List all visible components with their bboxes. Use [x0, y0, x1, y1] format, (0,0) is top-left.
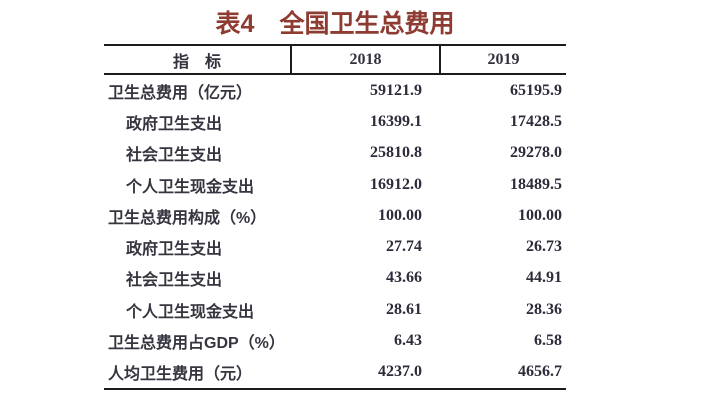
- value-2019: 65195.9: [510, 81, 562, 99]
- value-2019: 28.36: [526, 300, 562, 318]
- table-row: 卫生总费用（亿元） 59121.9 65195.9: [104, 75, 566, 106]
- row-label: 社会卫生支出: [126, 147, 223, 165]
- value-2018: 25810.8: [370, 144, 422, 162]
- table-row: 个人卫生现金支出 16912.0 18489.5: [104, 169, 566, 200]
- col-header-2018: 2018: [290, 46, 439, 73]
- value-2019: 17428.5: [510, 112, 562, 130]
- health-expenditure-table: 指 标 2018 2019 卫生总费用（亿元） 59121.9 65195.9 …: [104, 44, 566, 390]
- col-header-2019: 2019: [439, 46, 566, 73]
- value-2019: 18489.5: [510, 175, 562, 193]
- row-label: 个人卫生现金支出: [126, 178, 255, 196]
- row-label: 卫生总费用构成（%）: [108, 209, 267, 227]
- value-2019: 26.73: [526, 238, 562, 256]
- value-2018: 43.66: [386, 269, 422, 287]
- row-label: 个人卫生现金支出: [126, 303, 255, 321]
- value-2018: 16912.0: [370, 175, 422, 193]
- row-label: 卫生总费用（亿元）: [108, 84, 253, 102]
- value-2018: 100.00: [378, 206, 422, 224]
- table-row: 社会卫生支出 43.66 44.91: [104, 263, 566, 294]
- value-2018: 27.74: [386, 238, 422, 256]
- table-body: 卫生总费用（亿元） 59121.9 65195.9 政府卫生支出 16399.1…: [104, 75, 566, 390]
- value-2019: 29278.0: [510, 144, 562, 162]
- table-row: 个人卫生现金支出 28.61 28.36: [104, 294, 566, 325]
- table-row: 社会卫生支出 25810.8 29278.0: [104, 138, 566, 169]
- table-row: 卫生总费用占GDP（%） 6.43 6.58: [104, 325, 566, 356]
- table-row: 人均卫生费用（元） 4237.0 4656.7: [104, 357, 566, 388]
- row-label: 政府卫生支出: [126, 115, 223, 133]
- value-2018: 59121.9: [370, 81, 422, 99]
- row-label: 卫生总费用占GDP（%）: [108, 335, 285, 353]
- table-row: 卫生总费用构成（%） 100.00 100.00: [104, 200, 566, 231]
- table-header-row: 指 标 2018 2019: [104, 44, 566, 75]
- table-title: 表4 全国卫生总费用: [215, 10, 455, 38]
- table-row: 政府卫生支出 16399.1 17428.5: [104, 106, 566, 137]
- value-2018: 6.43: [394, 332, 422, 350]
- value-2019: 44.91: [526, 269, 562, 287]
- value-2018: 16399.1: [370, 112, 422, 130]
- row-label: 政府卫生支出: [126, 241, 223, 259]
- row-label: 人均卫生费用（元）: [108, 366, 253, 384]
- col-header-indicator: 指 标: [172, 53, 221, 71]
- value-2019: 6.58: [534, 332, 562, 350]
- table-row: 政府卫生支出 27.74 26.73: [104, 231, 566, 262]
- row-label: 社会卫生支出: [126, 272, 223, 290]
- value-2018: 28.61: [386, 300, 422, 318]
- value-2019: 100.00: [518, 206, 562, 224]
- value-2019: 4656.7: [518, 363, 562, 381]
- value-2018: 4237.0: [378, 363, 422, 381]
